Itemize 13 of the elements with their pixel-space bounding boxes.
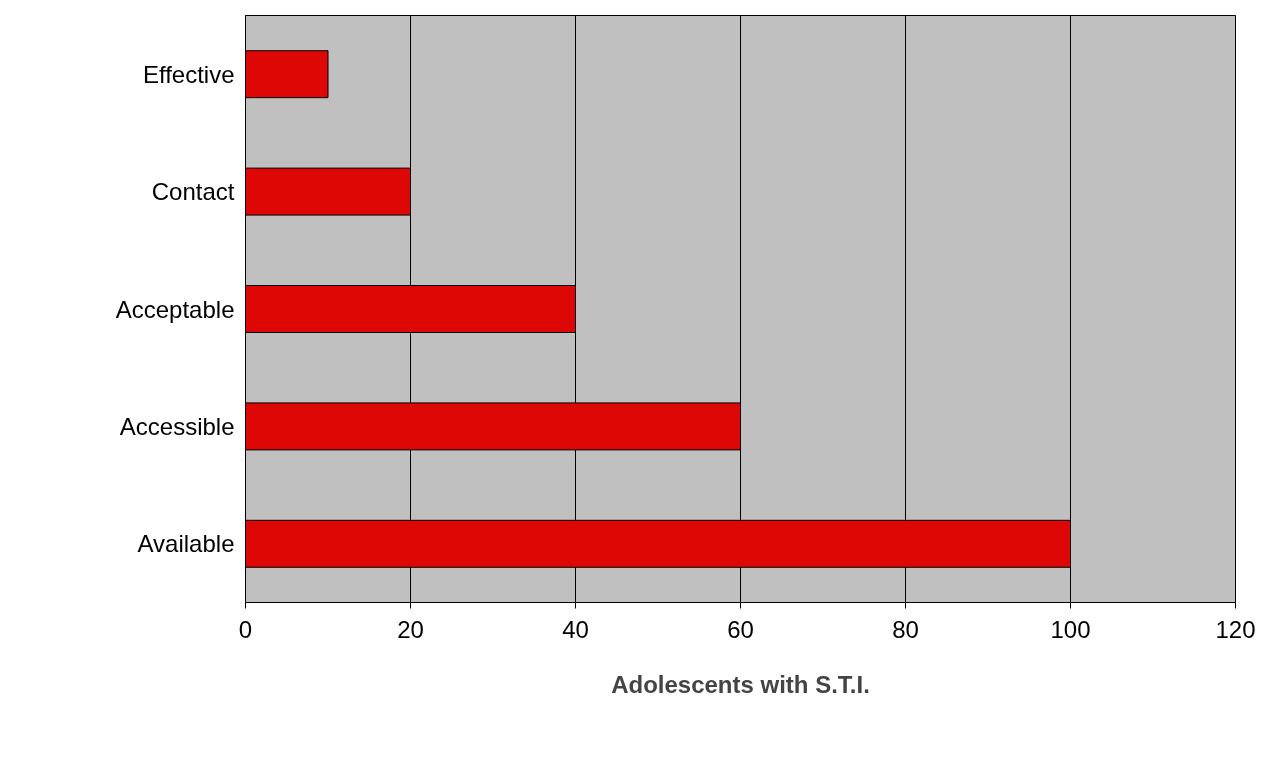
x-tick-label: 0 <box>238 615 253 643</box>
y-tick-label: Accessible <box>119 412 235 440</box>
x-tick-label: 100 <box>1050 615 1091 643</box>
y-tick-label: Effective <box>142 60 235 88</box>
y-tick-label: Available <box>137 530 235 558</box>
x-tick-label: 120 <box>1215 615 1256 643</box>
x-tick-label: 80 <box>892 615 919 643</box>
x-axis-title: Adolescents with S.T.I. <box>611 670 870 698</box>
x-tick-label: 60 <box>727 615 754 643</box>
x-tick-label: 40 <box>562 615 589 643</box>
x-tick-label: 20 <box>397 615 424 643</box>
y-tick-label: Acceptable <box>115 295 235 323</box>
y-tick-label: Contact <box>151 178 235 206</box>
